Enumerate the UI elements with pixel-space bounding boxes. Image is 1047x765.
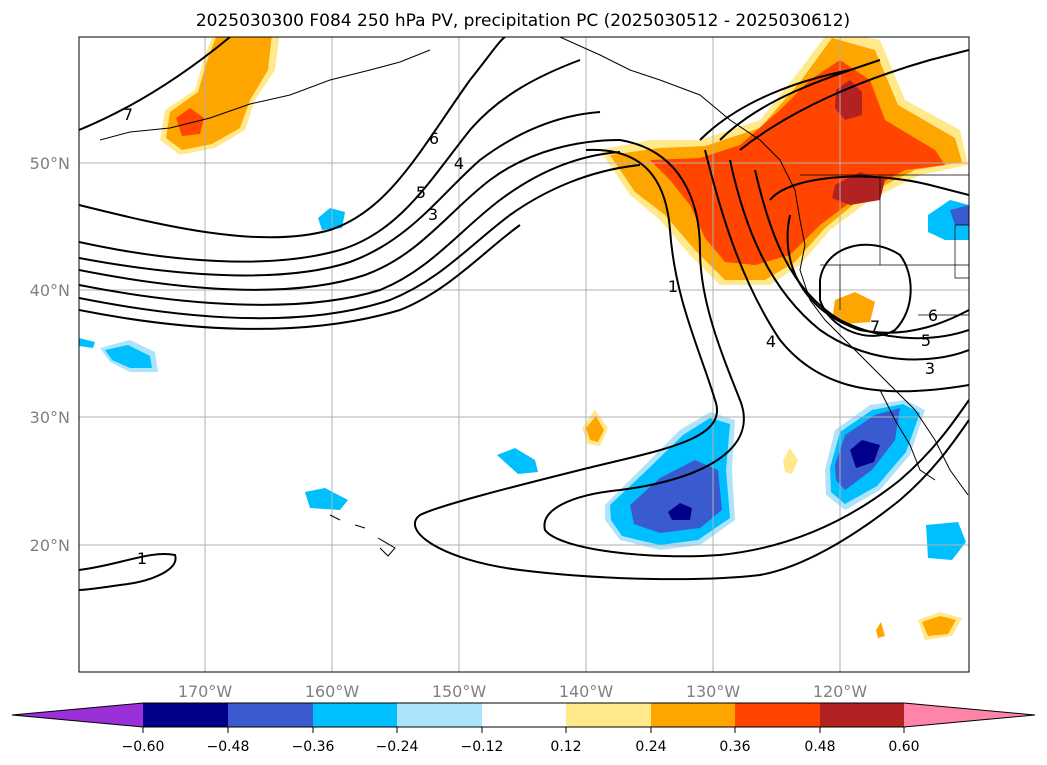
contour-label: 4 [454, 154, 464, 173]
lat-label: 30°N [30, 408, 70, 427]
precip-nw-red [176, 108, 204, 136]
colorbar-bin [482, 703, 566, 727]
lat-label: 50°N [30, 154, 70, 173]
colorbar-ticks [142, 727, 905, 733]
lat-label: 20°N [30, 536, 70, 555]
colorbar-tick-label: −0.12 [461, 739, 504, 755]
hawaii-islands [329, 514, 396, 557]
colorbar-tick-label: −0.48 [207, 739, 250, 755]
contour-label: 1 [137, 549, 147, 568]
precip-dark-ne-2 [832, 172, 885, 205]
colorbar-tick-label: 0.24 [635, 739, 666, 755]
contour-label: 1 [668, 277, 678, 296]
lon-label: 170°W [178, 682, 233, 701]
pv-contour-6 [79, 37, 506, 239]
pv-contour-1-main [413, 148, 969, 581]
pv-contour-1-south [79, 553, 177, 591]
colorbar-tick-labels: −0.60 −0.48 −0.36 −0.24 −0.12 0.12 0.24 … [122, 739, 920, 755]
colorbar: −0.60 −0.48 −0.36 −0.24 −0.12 0.12 0.24 … [11, 702, 1036, 755]
colorbar-bin [735, 703, 820, 727]
colorbar-bin [820, 703, 904, 727]
precip-small-orange-2 [783, 448, 798, 474]
precip-neg-central-dark [630, 460, 722, 533]
precip-small-orange-3 [833, 292, 875, 324]
precip-small-orange-5 [876, 622, 885, 638]
pv-contour-3d [79, 224, 521, 330]
precip-neg-small-1 [497, 448, 538, 474]
pv-contour-7-east [819, 243, 912, 337]
pv-contour-7-north [79, 37, 231, 131]
colorbar-bin [651, 703, 735, 727]
lon-label: 140°W [559, 682, 614, 701]
precip-neg-se-deep [850, 440, 880, 468]
state-borders [800, 174, 969, 316]
pv-contour-3c [79, 164, 641, 320]
contour-label: 6 [429, 129, 439, 148]
coastlines [99, 37, 969, 557]
contour-label: 7 [870, 317, 880, 336]
pv-contour-closed [769, 175, 969, 334]
figure-title: 2025030300 F084 250 hPa PV, precipitatio… [196, 11, 850, 31]
coastline-west-coast [799, 244, 969, 496]
contour-label: 5 [921, 331, 931, 350]
lat-label: 40°N [30, 281, 70, 300]
colorbar-tick-label: −0.24 [376, 739, 419, 755]
pv-contour-3a [79, 139, 621, 291]
colorbar-bin [397, 703, 482, 727]
coastline-alaska [559, 37, 806, 246]
contour-label: 6 [928, 306, 938, 325]
contour-labels: 7 6 5 4 3 1 1 4 3 6 5 7 [123, 105, 938, 568]
colorbar-tick-label: −0.60 [122, 739, 165, 755]
colorbar-bin [566, 703, 651, 727]
lon-axis-labels: 170°W 160°W 150°W 140°W 130°W 120°W [178, 682, 868, 701]
pv-contour-6-east [739, 49, 969, 340]
contour-label: 7 [123, 105, 133, 124]
colorbar-tick-label: 0.36 [719, 739, 750, 755]
colorbar-tick-label: 0.48 [804, 739, 835, 755]
map-panel: 7 6 5 4 3 1 1 4 3 6 5 7 50°N 40°N 30°N 2… [30, 36, 970, 701]
lon-label: 130°W [686, 682, 741, 701]
contour-label: 3 [428, 205, 438, 224]
pv-contour-4-east [699, 69, 969, 393]
colorbar-arrow-right [904, 703, 1035, 727]
coastline-baja [879, 389, 936, 481]
colorbar-arrow-left [12, 703, 143, 727]
precip-neg-small-2 [305, 488, 348, 510]
precip-small-orange-4b [922, 616, 956, 636]
map-frame [78, 36, 970, 673]
contour-label: 5 [416, 183, 426, 202]
precip-neg-small-3b [105, 345, 152, 368]
contour-label: 4 [766, 332, 776, 351]
colorbar-bin [228, 703, 313, 727]
lon-label: 120°W [813, 682, 868, 701]
precip-neg-small-5 [926, 522, 966, 560]
lon-label: 150°W [432, 682, 487, 701]
pv-contour-3b [79, 151, 621, 306]
coastline-aleutians [99, 49, 431, 141]
contour-label: 3 [925, 359, 935, 378]
precip-neg-central-deep [668, 503, 692, 520]
colorbar-bin [143, 703, 228, 727]
precip-neg-small-7 [79, 338, 95, 348]
precip-neg-small-6b [950, 205, 969, 225]
lon-label: 160°W [305, 682, 360, 701]
lat-axis-labels: 50°N 40°N 30°N 20°N [30, 154, 70, 555]
precip-small-orange-1b [586, 416, 604, 442]
pv-contour-5 [79, 59, 581, 263]
colorbar-tick-label: 0.60 [888, 739, 919, 755]
colorbar-tick-label: 0.12 [550, 739, 581, 755]
pv-contours [79, 37, 969, 591]
pv-contour-5-east [719, 59, 969, 361]
pv-contour-2 [543, 139, 969, 558]
colorbar-bin [313, 703, 397, 727]
colorbar-tick-label: −0.36 [292, 739, 335, 755]
pv-contour-4 [79, 111, 601, 277]
